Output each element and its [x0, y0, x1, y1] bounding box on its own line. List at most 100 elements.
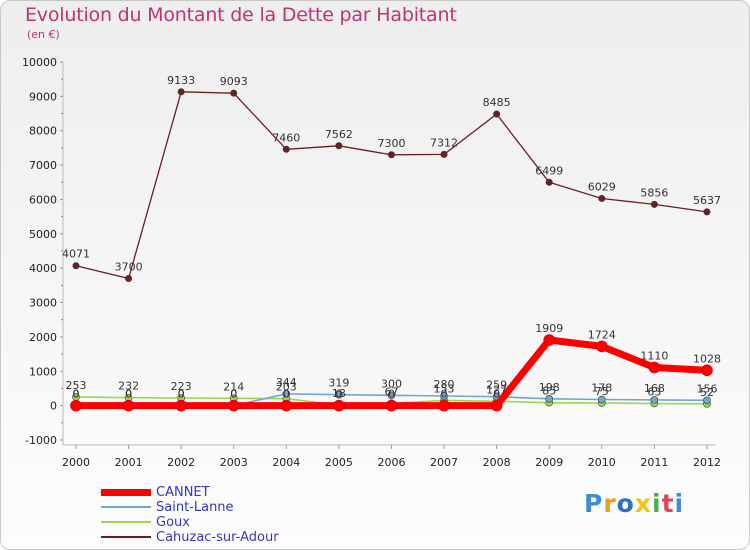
- data-point-saint-lanne: [282, 390, 291, 398]
- data-label-saint-lanne: 0: [230, 388, 237, 401]
- data-point-saint-lanne: [387, 391, 396, 400]
- data-point-saint-lanne: [650, 396, 659, 404]
- data-label-saint-lanne: 259: [486, 379, 507, 392]
- data-point-saint-lanne: [335, 390, 343, 399]
- data-label-cahuzac-sur-adour: 6499: [535, 164, 563, 177]
- data-label-goux: 52: [700, 386, 714, 399]
- y-tick-label: -1000: [25, 434, 57, 447]
- data-label-cahuzac-sur-adour: 7562: [325, 128, 353, 141]
- legend-swatch: [101, 536, 151, 538]
- data-point-cahuzac-sur-adour: [125, 274, 133, 282]
- data-point-cannet: [175, 399, 187, 412]
- data-point-cahuzac-sur-adour: [598, 194, 606, 202]
- data-label-saint-lanne: 300: [381, 377, 402, 390]
- x-tick-label: 2011: [640, 456, 668, 469]
- data-point-cannet: [490, 399, 503, 412]
- x-tick-label: 2009: [535, 456, 563, 469]
- x-tick-label: 2001: [115, 456, 143, 469]
- data-point-cannet: [385, 399, 398, 412]
- data-point-saint-lanne: [440, 392, 448, 400]
- data-label-goux: 67: [384, 385, 398, 398]
- data-label-goux: 253: [66, 379, 87, 392]
- x-tick-label: 2006: [377, 456, 405, 469]
- data-point-cahuzac-sur-adour: [440, 150, 448, 158]
- data-label-cannet: 1028: [693, 352, 721, 365]
- data-label-cahuzac-sur-adour: 5856: [640, 186, 668, 199]
- y-tick-label: 2000: [29, 331, 57, 344]
- y-axis-unit: (en €): [27, 28, 60, 41]
- logo-letter: i: [652, 489, 662, 518]
- legend-swatch: [101, 521, 151, 523]
- data-point-cahuzac-sur-adour: [177, 88, 185, 96]
- data-label-cannet: 0: [125, 388, 132, 401]
- data-label-goux: 85: [542, 385, 556, 398]
- data-label-saint-lanne: 0: [125, 388, 132, 401]
- data-point-cannet: [70, 399, 82, 412]
- legend-item-goux: Goux: [101, 515, 401, 530]
- data-label-saint-lanne: 178: [591, 382, 612, 395]
- chart-title: Evolution du Montant de la Dette par Hab…: [25, 4, 457, 26]
- data-label-saint-lanne: 280: [434, 378, 455, 391]
- y-tick-label: 7000: [29, 159, 57, 172]
- data-label-saint-lanne: 0: [178, 388, 185, 401]
- data-label-cahuzac-sur-adour: 7300: [377, 137, 405, 150]
- data-label-cannet: 0: [283, 388, 290, 401]
- data-point-saint-lanne: [703, 396, 711, 405]
- data-point-cahuzac-sur-adour: [650, 200, 658, 208]
- data-point-cahuzac-sur-adour: [545, 178, 553, 186]
- x-tick-label: 2008: [483, 456, 511, 469]
- y-tick-label: 9000: [29, 90, 57, 103]
- data-label-goux: 232: [118, 380, 139, 393]
- data-point-cannet: [280, 399, 293, 412]
- logo-letter: o: [616, 489, 635, 518]
- data-label-cahuzac-sur-adour: 4071: [62, 248, 90, 261]
- data-point-cahuzac-sur-adour: [387, 151, 395, 159]
- x-tick-label: 2003: [220, 456, 248, 469]
- data-point-cannet: [227, 399, 240, 412]
- data-label-goux: 127: [486, 383, 507, 396]
- data-label-goux: 153: [434, 382, 455, 395]
- data-label-goux: 203: [276, 381, 297, 394]
- y-tick-label: 0: [50, 400, 57, 413]
- legend-item-cannet: CANNET: [101, 485, 401, 500]
- data-label-cannet: 1909: [535, 322, 563, 335]
- data-point-cahuzac-sur-adour: [282, 145, 290, 153]
- legend-label: Cahuzac-sur-Adour: [156, 530, 279, 545]
- x-tick-label: 2005: [325, 456, 353, 469]
- legend-label: CANNET: [156, 485, 210, 500]
- data-label-saint-lanne: 168: [644, 382, 665, 395]
- logo-letter: t: [661, 489, 675, 518]
- y-tick-label: 8000: [29, 125, 57, 138]
- x-tick-label: 2007: [430, 456, 458, 469]
- data-label-cahuzac-sur-adour: 7312: [430, 136, 458, 149]
- data-label-cannet: 0: [441, 388, 448, 401]
- data-label-saint-lanne: 156: [696, 382, 717, 395]
- data-point-cahuzac-sur-adour: [230, 89, 238, 97]
- data-label-goux: 18: [332, 387, 346, 400]
- data-label-goux: 214: [223, 380, 244, 393]
- proxiti-logo: Proxiti: [584, 489, 684, 518]
- data-point-cannet: [122, 399, 135, 412]
- data-point-cannet: [438, 399, 450, 412]
- data-label-saint-lanne: 319: [328, 377, 349, 390]
- legend-label: Goux: [156, 515, 190, 530]
- logo-letter: x: [634, 489, 652, 518]
- data-point-cahuzac-sur-adour: [493, 110, 501, 118]
- data-point-cannet: [333, 399, 345, 412]
- data-point-cannet: [543, 334, 556, 346]
- data-label-cannet: 0: [73, 388, 80, 401]
- logo-letter: r: [603, 489, 617, 518]
- data-label-cahuzac-sur-adour: 6029: [588, 180, 616, 193]
- data-label-cannet: 1724: [588, 328, 616, 341]
- data-point-cahuzac-sur-adour: [703, 208, 711, 216]
- data-point-cannet: [595, 340, 608, 353]
- data-label-cannet: 0: [178, 388, 185, 401]
- data-label-cahuzac-sur-adour: 9133: [167, 74, 195, 87]
- legend-item-saint-lanne: Saint-Lanne: [101, 500, 401, 515]
- legend-label: Saint-Lanne: [156, 500, 234, 515]
- data-label-cannet: 0: [230, 388, 237, 401]
- data-point-cannet: [648, 361, 661, 374]
- data-label-cannet: 0: [388, 388, 395, 401]
